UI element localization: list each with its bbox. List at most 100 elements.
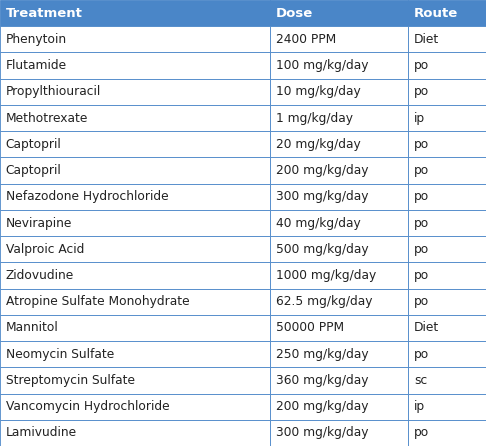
Text: po: po (414, 85, 429, 98)
Text: 2400 PPM: 2400 PPM (276, 33, 336, 46)
Bar (408, 289, 486, 315)
Text: Streptomycin Sulfate: Streptomycin Sulfate (6, 374, 135, 387)
Text: Vancomycin Hydrochloride: Vancomycin Hydrochloride (6, 400, 170, 413)
Bar (408, 131, 486, 157)
Bar (270, 53, 408, 78)
Text: Diet: Diet (414, 322, 439, 334)
Bar (0, 315, 270, 341)
Bar (270, 0, 408, 26)
Text: Propylthiouracil: Propylthiouracil (6, 85, 101, 98)
Text: 50000 PPM: 50000 PPM (276, 322, 344, 334)
Bar (0, 262, 270, 289)
Text: 100 mg/kg/day: 100 mg/kg/day (276, 59, 368, 72)
Text: Captopril: Captopril (6, 138, 62, 151)
Text: ip: ip (414, 112, 425, 124)
Text: po: po (414, 164, 429, 177)
Text: po: po (414, 216, 429, 230)
Bar (0, 236, 270, 262)
Bar (270, 184, 408, 210)
Bar (408, 236, 486, 262)
Text: 10 mg/kg/day: 10 mg/kg/day (276, 85, 360, 98)
Text: Nefazodone Hydrochloride: Nefazodone Hydrochloride (6, 190, 169, 203)
Bar (0, 289, 270, 315)
Text: Flutamide: Flutamide (6, 59, 67, 72)
Bar (408, 78, 486, 105)
Text: po: po (414, 295, 429, 308)
Text: ip: ip (414, 400, 425, 413)
Text: Route: Route (414, 7, 458, 20)
Text: Atropine Sulfate Monohydrate: Atropine Sulfate Monohydrate (6, 295, 190, 308)
Bar (270, 78, 408, 105)
Bar (0, 210, 270, 236)
Bar (0, 26, 270, 53)
Text: Treatment: Treatment (6, 7, 83, 20)
Text: Methotrexate: Methotrexate (6, 112, 88, 124)
Bar (270, 262, 408, 289)
Text: Dose: Dose (276, 7, 313, 20)
Bar (0, 53, 270, 78)
Text: 62.5 mg/kg/day: 62.5 mg/kg/day (276, 295, 372, 308)
Bar (270, 289, 408, 315)
Text: Zidovudine: Zidovudine (6, 269, 74, 282)
Bar (0, 105, 270, 131)
Bar (408, 0, 486, 26)
Text: po: po (414, 348, 429, 361)
Text: 1000 mg/kg/day: 1000 mg/kg/day (276, 269, 376, 282)
Text: Captopril: Captopril (6, 164, 62, 177)
Bar (270, 105, 408, 131)
Text: Neomycin Sulfate: Neomycin Sulfate (6, 348, 114, 361)
Text: 40 mg/kg/day: 40 mg/kg/day (276, 216, 360, 230)
Bar (408, 315, 486, 341)
Text: po: po (414, 190, 429, 203)
Bar (0, 341, 270, 368)
Bar (270, 210, 408, 236)
Text: Valproic Acid: Valproic Acid (6, 243, 84, 256)
Bar (408, 157, 486, 184)
Bar (0, 368, 270, 393)
Bar (408, 210, 486, 236)
Bar (0, 184, 270, 210)
Bar (270, 315, 408, 341)
Bar (270, 420, 408, 446)
Text: 1 mg/kg/day: 1 mg/kg/day (276, 112, 352, 124)
Text: 200 mg/kg/day: 200 mg/kg/day (276, 164, 368, 177)
Text: po: po (414, 138, 429, 151)
Text: 200 mg/kg/day: 200 mg/kg/day (276, 400, 368, 413)
Text: 300 mg/kg/day: 300 mg/kg/day (276, 426, 368, 439)
Bar (408, 262, 486, 289)
Bar (408, 53, 486, 78)
Bar (408, 393, 486, 420)
Bar (270, 157, 408, 184)
Text: Mannitol: Mannitol (6, 322, 59, 334)
Text: Lamivudine: Lamivudine (6, 426, 77, 439)
Bar (0, 131, 270, 157)
Bar (408, 26, 486, 53)
Bar (270, 26, 408, 53)
Bar (270, 236, 408, 262)
Bar (0, 78, 270, 105)
Bar (0, 420, 270, 446)
Bar (0, 0, 270, 26)
Bar (0, 157, 270, 184)
Bar (270, 341, 408, 368)
Bar (270, 368, 408, 393)
Bar (0, 393, 270, 420)
Bar (408, 184, 486, 210)
Text: 360 mg/kg/day: 360 mg/kg/day (276, 374, 368, 387)
Bar (408, 368, 486, 393)
Text: po: po (414, 269, 429, 282)
Text: po: po (414, 59, 429, 72)
Text: Phenytoin: Phenytoin (6, 33, 67, 46)
Bar (408, 420, 486, 446)
Text: po: po (414, 426, 429, 439)
Bar (270, 131, 408, 157)
Text: 300 mg/kg/day: 300 mg/kg/day (276, 190, 368, 203)
Bar (408, 105, 486, 131)
Bar (408, 341, 486, 368)
Text: Nevirapine: Nevirapine (6, 216, 72, 230)
Text: Diet: Diet (414, 33, 439, 46)
Text: 250 mg/kg/day: 250 mg/kg/day (276, 348, 368, 361)
Text: 500 mg/kg/day: 500 mg/kg/day (276, 243, 368, 256)
Text: po: po (414, 243, 429, 256)
Text: 20 mg/kg/day: 20 mg/kg/day (276, 138, 360, 151)
